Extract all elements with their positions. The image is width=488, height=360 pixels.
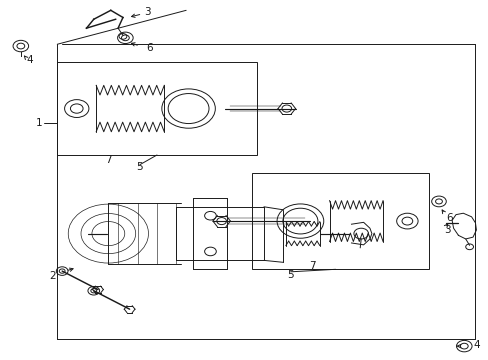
Text: 5: 5 (136, 162, 143, 172)
Text: 2: 2 (49, 271, 56, 282)
Text: 7: 7 (308, 261, 315, 271)
Text: 4: 4 (26, 55, 33, 65)
Text: 3: 3 (444, 225, 450, 235)
Bar (251, 173, 428, 269)
Text: 7: 7 (105, 156, 111, 165)
Text: 6: 6 (146, 43, 153, 53)
Text: 5: 5 (287, 270, 293, 280)
Text: 1: 1 (36, 118, 42, 128)
Bar (57, 62, 256, 155)
Text: 4: 4 (472, 341, 479, 350)
Text: 3: 3 (143, 7, 150, 17)
Text: 6: 6 (446, 212, 452, 222)
